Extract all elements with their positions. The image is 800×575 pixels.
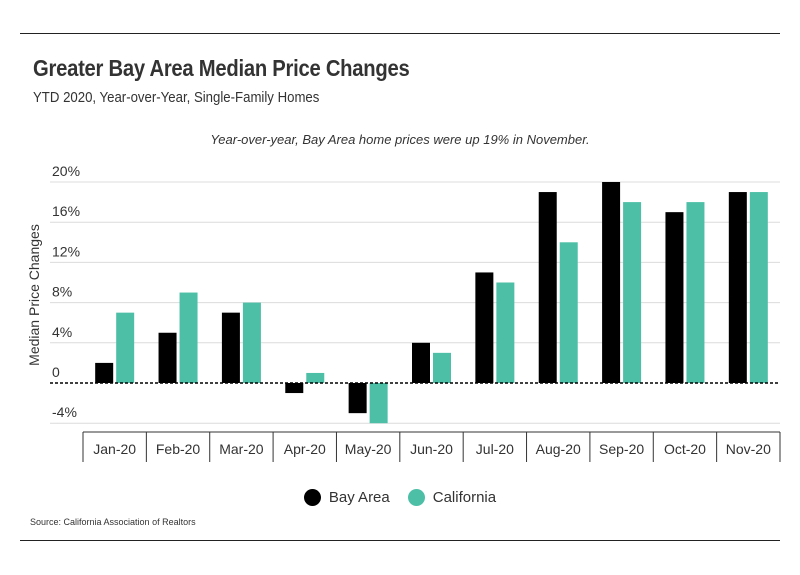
y-tick-label: 8% bbox=[52, 284, 72, 300]
y-tick-label: 4% bbox=[52, 324, 72, 340]
bottom-rule bbox=[20, 540, 780, 541]
bar-california-jul-20 bbox=[496, 282, 515, 383]
bar-bay-area-feb-20 bbox=[158, 332, 177, 383]
legend-item-california[interactable]: California bbox=[407, 489, 497, 506]
y-tick-label: -4% bbox=[52, 404, 77, 420]
x-tick-label: Jun-20 bbox=[410, 441, 453, 457]
chart-annotation: Year-over-year, Bay Area home prices wer… bbox=[210, 132, 590, 147]
x-tick-label: Nov-20 bbox=[726, 441, 771, 457]
legend-swatch-bay-area bbox=[303, 489, 321, 506]
x-tick-label: Mar-20 bbox=[219, 441, 264, 457]
top-rule bbox=[20, 33, 780, 34]
bar-bay-area-oct-20 bbox=[665, 212, 684, 383]
bar-california-apr-20 bbox=[306, 372, 325, 383]
chart-subtitle: YTD 2020, Year-over-Year, Single-Family … bbox=[33, 89, 320, 106]
x-tick-label: Feb-20 bbox=[156, 441, 201, 457]
x-tick-label: May-20 bbox=[345, 441, 392, 457]
chart-title: Greater Bay Area Median Price Changes bbox=[33, 55, 410, 81]
bar-bay-area-sep-20 bbox=[602, 182, 621, 383]
bar-bay-area-nov-20 bbox=[728, 192, 747, 383]
legend: Bay Area California bbox=[0, 489, 800, 506]
bar-bay-area-jul-20 bbox=[475, 272, 494, 383]
bar-bay-area-jun-20 bbox=[412, 342, 430, 383]
x-tick-label: Aug-20 bbox=[536, 441, 581, 457]
bar-california-may-20 bbox=[369, 383, 388, 424]
bar-california-jan-20 bbox=[116, 312, 135, 383]
x-tick-label: Apr-20 bbox=[284, 441, 326, 457]
x-tick-label: Sep-20 bbox=[599, 441, 644, 457]
bar-bay-area-jan-20 bbox=[95, 362, 114, 383]
bar-california-feb-20 bbox=[179, 292, 198, 383]
bar-california-jun-20 bbox=[433, 352, 451, 383]
bar-california-aug-20 bbox=[559, 242, 578, 383]
x-tick-label: Jan-20 bbox=[93, 441, 136, 457]
x-tick-label: Oct-20 bbox=[664, 441, 706, 457]
source-note: Source: California Association of Realto… bbox=[30, 517, 196, 527]
bar-bay-area-aug-20 bbox=[538, 192, 557, 383]
bar-bay-area-may-20 bbox=[348, 383, 367, 414]
y-tick-label: 20% bbox=[52, 163, 80, 179]
legend-label-bay-area: Bay Area bbox=[328, 489, 390, 506]
bar-bay-area-mar-20 bbox=[221, 312, 240, 383]
bar-bay-area-apr-20 bbox=[285, 383, 304, 394]
y-tick-label: 0 bbox=[52, 364, 60, 380]
bar-california-sep-20 bbox=[623, 202, 642, 383]
bar-california-mar-20 bbox=[242, 302, 261, 383]
y-tick-label: 16% bbox=[52, 203, 80, 219]
x-tick-label: Jul-20 bbox=[476, 441, 514, 457]
legend-swatch-california bbox=[407, 489, 425, 506]
legend-label-california: California bbox=[432, 489, 497, 506]
legend-item-bay-area[interactable]: Bay Area bbox=[303, 489, 390, 506]
bar-california-oct-20 bbox=[686, 202, 705, 383]
y-tick-label: 12% bbox=[52, 243, 80, 259]
bar-california-nov-20 bbox=[749, 192, 768, 383]
